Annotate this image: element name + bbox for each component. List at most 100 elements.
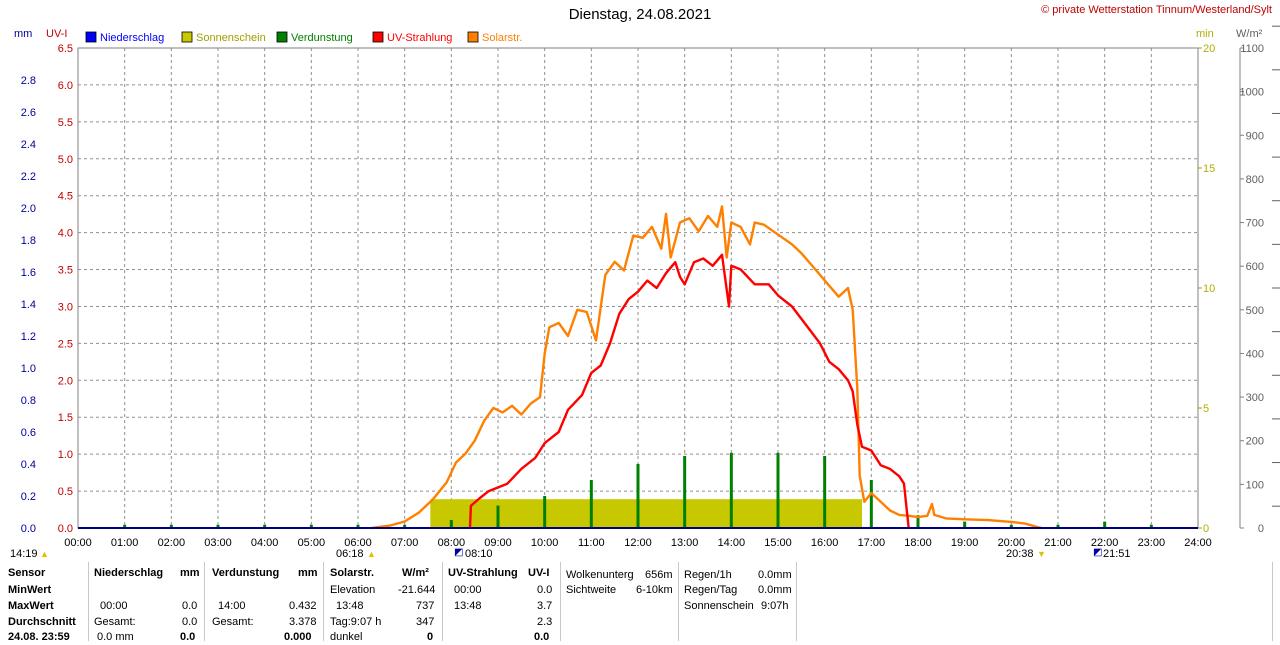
x-tick-label: 24:00: [1184, 537, 1212, 549]
uvi-tick-label: 2.0: [58, 375, 73, 387]
solar-r4-val: 0: [427, 631, 434, 643]
evaporation-bar: [216, 524, 220, 528]
solar-r3-label: Tag:9:07 h: [330, 616, 382, 628]
cloud-v1: 656m: [645, 569, 673, 581]
uvi-tick-label: 4.5: [58, 191, 73, 203]
verdunstung-ges-label: Gesamt:: [212, 616, 254, 628]
niederschlag-last-1: 0.0 mm: [97, 631, 134, 643]
legend-label: UV-Strahlung: [387, 32, 452, 44]
legend-label: Niederschlag: [100, 32, 164, 44]
x-tick-label: 21:00: [1044, 537, 1072, 549]
verdunstung-last-val: 0.000: [284, 631, 312, 643]
solar-header: Solarstr.: [330, 567, 375, 579]
credit-label: © private Wetterstation Tinnum/Westerlan…: [1041, 4, 1272, 16]
evaporation-bar: [123, 524, 127, 528]
mm-tick-label: 0.4: [21, 459, 36, 471]
min-tick-label: 20: [1203, 43, 1215, 55]
evaporation-bar: [1009, 524, 1013, 528]
legend-swatch: [276, 31, 288, 43]
x-tick-label: 13:00: [671, 537, 699, 549]
chart-marks: [78, 205, 1198, 530]
stats-table: Sensor MinWert MaxWert Durchschnitt 24.0…: [0, 562, 1280, 643]
uvi-tick-label: 3.0: [58, 301, 73, 313]
legend-swatch: [467, 31, 479, 43]
legend-label: Sonnenschein: [196, 32, 266, 44]
legend-label: Verdunstung: [291, 32, 353, 44]
evaporation-bar: [1103, 521, 1107, 528]
cloud-v2: 6-10km: [636, 584, 673, 596]
wm2-tick-label: 200: [1246, 436, 1264, 448]
rain-v3: 9:07h: [761, 600, 789, 612]
x-tick-label: 10:00: [531, 537, 559, 549]
x-tick-label: 14:00: [718, 537, 746, 549]
marker-sunrise: 06:18: [336, 548, 364, 560]
mm-tick-label: 0.8: [21, 395, 36, 407]
x-tick-label: 11:00: [578, 537, 605, 549]
uvi-tick-label: 0.0: [58, 523, 73, 535]
mm-tick-label: 2.2: [21, 171, 36, 183]
rain-v1: 0.0mm: [758, 569, 792, 581]
rain-l3: Sonnenschein: [684, 600, 754, 612]
mm-tick-label: 0.0: [21, 523, 36, 535]
solar-r2-label: 13:48: [336, 600, 364, 612]
evaporation-bar: [169, 524, 173, 528]
verdunstung-ges-val: 3.378: [289, 616, 317, 628]
x-tick-label: 17:00: [858, 537, 886, 549]
legend-swatch: [181, 31, 193, 43]
sun-marker-icon: ▲: [40, 549, 49, 559]
wm2-tick-label: 800: [1246, 174, 1264, 186]
x-tick-label: 04:00: [251, 537, 279, 549]
evaporation-bar: [356, 524, 360, 528]
niederschlag-max-time: 00:00: [100, 600, 128, 612]
uvi-tick-label: 4.0: [58, 228, 73, 240]
uvi-tick-label: 1.5: [58, 412, 73, 424]
uvi-axis-unit: UV-I: [46, 28, 67, 40]
uv-series-line: [468, 253, 910, 529]
evaporation-bar: [589, 480, 593, 528]
niederschlag-unit: mm: [180, 567, 200, 579]
uvi-tick-label: 1.0: [58, 449, 73, 461]
wm2-tick-label: 1000: [1240, 87, 1264, 99]
wm2-tick-label: 900: [1246, 130, 1264, 142]
rain-l1: Regen/1h: [684, 569, 732, 581]
verdunstung-unit: mm: [298, 567, 318, 579]
verdunstung-header: Verdunstung: [212, 567, 280, 579]
mm-tick-label: 1.4: [21, 299, 36, 311]
min-tick-label: 5: [1203, 403, 1209, 415]
sunrise-icon: ▲: [367, 549, 376, 559]
chart-axes: 00:00 01:00 02:00 03:00 04:00 05:00 06:00 07:00…: [14, 25, 1280, 549]
uv-unit: UV-I: [528, 567, 550, 579]
solar-r3-val: 347: [416, 616, 435, 628]
x-tick-label: 02:00: [158, 537, 186, 549]
niederschlag-header: Niederschlag: [94, 567, 164, 579]
minwert-label: MinWert: [8, 584, 52, 596]
weather-chart: Niederschlag Sonnenschein Verdunstung UV-St…: [14, 25, 1280, 549]
solar-r1-val: -21.644: [398, 584, 436, 596]
evaporation-bar: [963, 521, 967, 528]
x-tick-label: 19:00: [951, 537, 979, 549]
evaporation-bar: [683, 456, 687, 528]
legend-swatch: [85, 31, 97, 43]
x-tick-label: 08:00: [438, 537, 466, 549]
wm2-tick-label: 300: [1246, 392, 1264, 404]
marker-uv-start: 08:10: [465, 548, 493, 560]
wm2-tick-label: 500: [1246, 305, 1264, 317]
uvi-tick-label: 6.0: [58, 80, 73, 92]
evaporation-bar: [823, 456, 827, 528]
wm2-tick-label: 600: [1246, 261, 1264, 273]
sunshine-bar: [430, 499, 862, 528]
solar-r4-label: dunkel: [330, 631, 363, 643]
uvi-tick-label: 3.5: [58, 265, 73, 277]
uv-r2-val: 3.7: [537, 600, 553, 612]
marker-time-left: 14:19: [10, 548, 38, 560]
mm-tick-label: 1.6: [21, 267, 36, 279]
min-axis-unit: min: [1196, 28, 1214, 40]
solar-series-line: [371, 205, 1042, 530]
rain-v2: 0.0mm: [758, 584, 792, 596]
evaporation-bar: [543, 496, 547, 528]
wm2-tick-label: 700: [1246, 218, 1264, 230]
x-tick-label: 15:00: [764, 537, 792, 549]
rain-l2: Regen/Tag: [684, 584, 738, 596]
mm-tick-label: 2.6: [21, 107, 36, 119]
uvi-tick-label: 5.0: [58, 154, 73, 166]
